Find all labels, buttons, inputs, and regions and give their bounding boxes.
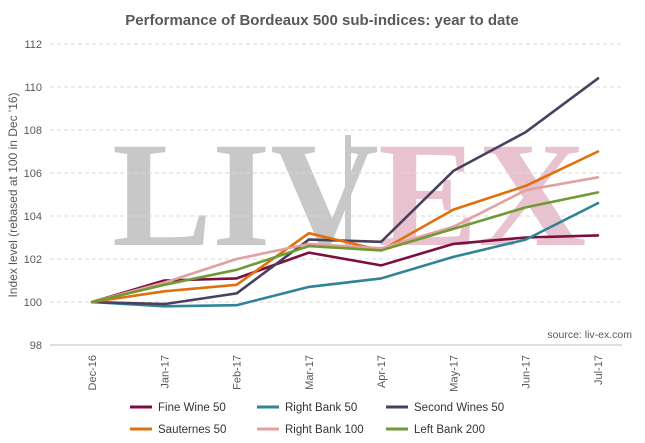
x-tick-label: Mar-17 (304, 355, 316, 390)
x-tick-label: Feb-17 (232, 355, 244, 390)
watermark-divider (345, 135, 351, 245)
series-line-right-bank-100 (90, 176, 600, 304)
legend: Fine Wine 50 Right Bank 50 Second Wines 50… (130, 402, 504, 436)
series-line-sauternes-50 (90, 150, 600, 304)
watermark-ex-text: EX (378, 112, 586, 278)
y-tick-label: 110 (24, 82, 42, 94)
legend-label: Sauternes 50 (158, 424, 226, 436)
series-line-right-bank-50 (90, 201, 600, 308)
x-tick-label: Jul-17 (593, 355, 605, 385)
x-tick-label: May-17 (448, 355, 460, 392)
x-tick-label: Jun-17 (521, 355, 533, 389)
series-lines (90, 77, 600, 308)
y-tick-label: 106 (24, 168, 42, 180)
x-tick-label: Apr-17 (376, 355, 388, 388)
legend-label: Second Wines 50 (414, 402, 504, 414)
legend-label: Left Bank 200 (414, 424, 485, 436)
series-line-fine-wine-50 (90, 234, 600, 304)
series-line-left-bank-200 (90, 191, 600, 304)
source-note: source: liv-ex.com (547, 329, 632, 341)
x-tick-label: Dec-16 (87, 355, 99, 390)
y-tick-label: 108 (24, 125, 42, 137)
legend-label: Right Bank 100 (285, 424, 364, 436)
chart-title: Performance of Bordeaux 500 sub-indices:… (125, 12, 518, 29)
legend-label: Right Bank 50 (285, 402, 357, 414)
y-tick-label: 102 (24, 254, 42, 266)
watermark-liv-text: LIV (112, 112, 379, 278)
x-tick-label: Jan-17 (159, 355, 171, 389)
y-tick-label: 100 (24, 297, 42, 309)
y-tick-label: 104 (24, 211, 42, 223)
legend-label: Fine Wine 50 (158, 402, 226, 414)
y-tick-label: 112 (24, 39, 42, 51)
axes: 98 100 102 104 106 108 110 112 Dec-16 Jan-17 Feb-1… (24, 39, 622, 392)
y-axis-label: Index level (rebased at 100 in Dec '16) (6, 92, 20, 297)
y-tick-label: 98 (30, 340, 42, 352)
